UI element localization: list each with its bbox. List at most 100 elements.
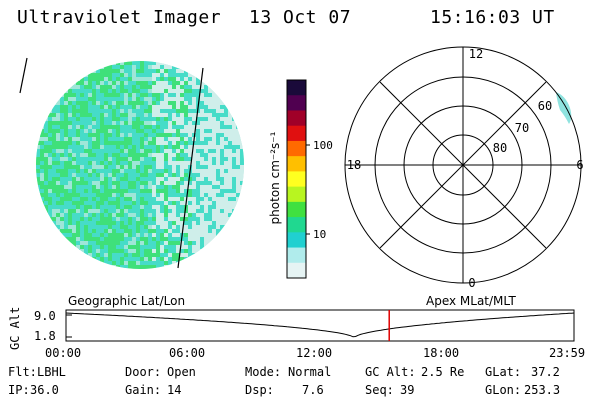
earth-pixel: [144, 77, 148, 81]
earth-pixel: [204, 237, 208, 241]
earth-pixel: [228, 105, 232, 109]
earth-pixel: [236, 165, 240, 169]
earth-pixel: [228, 205, 232, 209]
earth-pixel: [124, 117, 128, 121]
earth-pixel: [128, 217, 132, 221]
earth-pixel: [176, 257, 180, 261]
earth-pixel: [132, 97, 136, 101]
earth-pixel: [80, 225, 84, 229]
earth-pixel: [144, 217, 148, 221]
earth-pixel: [40, 157, 44, 161]
earth-pixel: [192, 213, 196, 217]
earth-pixel: [152, 165, 156, 169]
earth-pixel: [40, 141, 44, 145]
earth-pixel: [216, 133, 220, 137]
status-gain-label: Gain:: [125, 383, 162, 397]
earth-pixel: [172, 241, 176, 245]
earth-pixel: [180, 77, 184, 81]
earth-pixel: [100, 241, 104, 245]
earth-pixel: [76, 201, 80, 205]
earth-pixel: [208, 213, 212, 217]
earth-pixel: [108, 225, 112, 229]
earth-pixel: [200, 205, 204, 209]
earth-pixel: [36, 169, 40, 173]
earth-pixel: [120, 129, 124, 133]
earth-pixel: [68, 181, 72, 185]
earth-pixel: [52, 197, 56, 201]
earth-pixel: [136, 177, 140, 181]
earth-pixel: [176, 201, 180, 205]
earth-pixel: [188, 141, 192, 145]
earth-pixel: [200, 137, 204, 141]
earth-pixel: [212, 201, 216, 205]
earth-pixel: [100, 109, 104, 113]
earth-pixel: [200, 217, 204, 221]
earth-pixel: [72, 129, 76, 133]
earth-pixel: [224, 157, 228, 161]
earth-pixel: [108, 153, 112, 157]
earth-pixel: [84, 133, 88, 137]
earth-pixel: [120, 193, 124, 197]
earth-pixel: [76, 245, 80, 249]
earth-pixel: [116, 185, 120, 189]
earth-pixel: [208, 137, 212, 141]
earth-pixel: [48, 149, 52, 153]
earth-pixel: [40, 201, 44, 205]
earth-pixel: [136, 121, 140, 125]
earth-pixel: [116, 61, 120, 65]
earth-pixel: [100, 229, 104, 233]
earth-pixel: [96, 189, 100, 193]
earth-pixel: [76, 81, 80, 85]
earth-pixel: [96, 213, 100, 217]
earth-pixel: [180, 113, 184, 117]
earth-pixel: [136, 225, 140, 229]
earth-pixel: [60, 201, 64, 205]
earth-pixel: [136, 265, 140, 269]
earth-pixel: [136, 173, 140, 177]
earth-pixel: [196, 165, 200, 169]
earth-pixel: [168, 137, 172, 141]
earth-pixel: [140, 101, 144, 105]
earth-pixel: [160, 225, 164, 229]
earth-pixel: [72, 205, 76, 209]
earth-pixel: [192, 205, 196, 209]
earth-pixel: [48, 193, 52, 197]
earth-pixel: [120, 81, 124, 85]
earth-pixel: [144, 89, 148, 93]
earth-pixel: [132, 73, 136, 77]
earth-pixel: [152, 69, 156, 73]
earth-pixel: [72, 153, 76, 157]
status-seq-value: 39: [400, 383, 415, 397]
earth-pixel: [160, 109, 164, 113]
earth-pixel: [216, 117, 220, 121]
earth-pixel: [220, 201, 224, 205]
earth-pixel: [64, 125, 68, 129]
earth-pixel: [112, 97, 116, 101]
earth-pixel: [144, 185, 148, 189]
earth-pixel: [104, 145, 108, 149]
earth-pixel: [168, 241, 172, 245]
earth-pixel: [232, 201, 236, 205]
earth-pixel: [116, 225, 120, 229]
earth-pixel: [200, 161, 204, 165]
earth-pixel: [208, 173, 212, 177]
earth-pixel: [104, 189, 108, 193]
earth-pixel: [132, 105, 136, 109]
earth-pixel: [216, 141, 220, 145]
earth-pixel: [152, 241, 156, 245]
earth-pixel: [200, 149, 204, 153]
earth-pixel: [224, 173, 228, 177]
earth-pixel: [56, 117, 60, 121]
earth-pixel: [100, 97, 104, 101]
earth-pixel: [112, 89, 116, 93]
earth-pixel: [232, 213, 236, 217]
earth-pixel: [120, 173, 124, 177]
earth-pixel: [72, 221, 76, 225]
earth-pixel: [128, 201, 132, 205]
earth-pixel: [200, 125, 204, 129]
earth-pixel: [44, 125, 48, 129]
earth-pixel: [80, 169, 84, 173]
earth-pixel: [196, 81, 200, 85]
earth-pixel: [104, 153, 108, 157]
earth-pixel: [200, 105, 204, 109]
